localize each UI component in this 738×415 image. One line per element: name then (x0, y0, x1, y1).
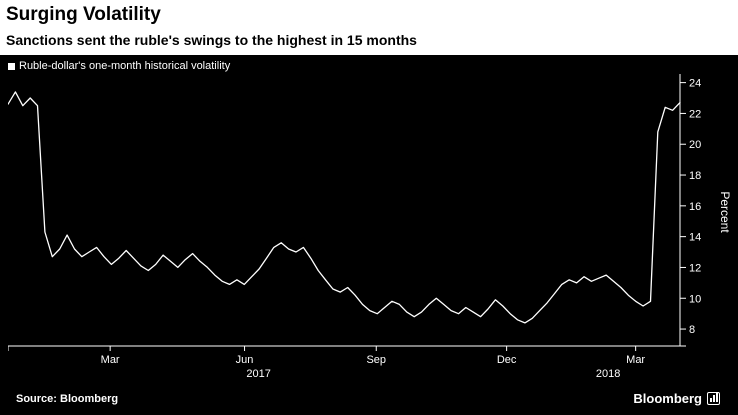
chart-header: Surging Volatility Sanctions sent the ru… (0, 0, 738, 55)
legend: Ruble-dollar's one-month historical vola… (8, 55, 730, 74)
page-subtitle: Sanctions sent the ruble's swings to the… (6, 31, 417, 48)
y-tick-label: 8 (689, 324, 695, 336)
x-tick-label: Mar (626, 354, 645, 366)
y-tick-label: 10 (689, 293, 701, 305)
x-tick-label: Sep (366, 354, 386, 366)
chart-footer: Source: Bloomberg Bloomberg (8, 389, 730, 415)
y-tick-label: 24 (689, 78, 701, 90)
y-tick-label: 20 (689, 139, 701, 151)
page-title: Surging Volatility (6, 4, 161, 25)
plot-area: 8 10 12 14 16 18 20 22 24 Mar Jun Sep Dec Mar 2017 2018… (7, 74, 732, 389)
chart-panel: Ruble-dollar's one-month historical vola… (0, 54, 738, 415)
source-label: Source: Bloomberg (16, 392, 119, 405)
y-tick-label: 18 (689, 170, 701, 182)
x-tick-label: Mar (101, 354, 120, 366)
y-axis-title: Percent (718, 191, 730, 233)
x-tick-label: Dec (497, 354, 517, 366)
y-tick-label: 16 (689, 201, 701, 213)
y-tick-label: 22 (689, 108, 701, 120)
legend-marker-icon (8, 62, 15, 70)
y-tick-label: 12 (689, 262, 701, 274)
x-tick-label: Jun (236, 354, 254, 366)
bloomberg-brand: Bloomberg (633, 391, 720, 406)
volatility-chart: 8 10 12 14 16 18 20 22 24 Mar Jun Sep Dec Mar 2017 2018… (7, 74, 732, 380)
bloomberg-logo-icon (707, 392, 720, 405)
y-tick-label: 14 (689, 232, 701, 244)
year-label: 2018 (596, 368, 620, 380)
bloomberg-wordmark: Bloomberg (633, 391, 702, 406)
legend-label: Ruble-dollar's one-month historical vola… (19, 59, 231, 72)
volatility-line (7, 91, 681, 324)
year-label: 2017 (246, 368, 270, 380)
